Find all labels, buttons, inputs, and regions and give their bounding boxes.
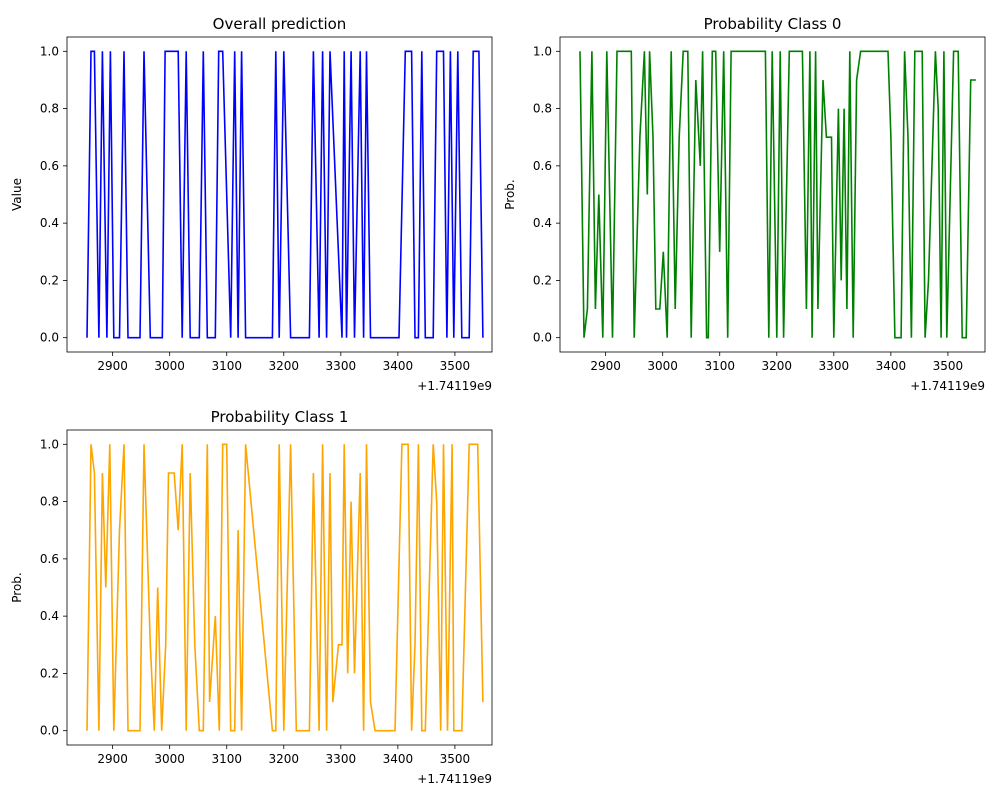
plot-title: Probability Class 1 <box>211 408 349 426</box>
y-tick-label: 1.0 <box>40 44 59 58</box>
subplot-probability-class-0: Probability Class 0 Prob. +1.74119e9 290… <box>503 15 986 393</box>
y-tick-label: 0.8 <box>533 102 552 116</box>
x-tick-label: 3000 <box>647 359 678 373</box>
x-tick-label: 3400 <box>383 359 414 373</box>
y-tick-label: 0.6 <box>40 552 59 566</box>
y-axis-label: Value <box>10 178 24 211</box>
plot-frame <box>66 429 493 746</box>
x-tick-label: 3000 <box>154 359 185 373</box>
x-tick-label: 3400 <box>383 752 414 766</box>
x-tick-label: 2900 <box>97 752 128 766</box>
axis-ticks: 2900 3000 3100 3200 3300 3400 3500 0.0 0.2 0.4 0.6… <box>40 437 470 766</box>
axis-ticks: 2900 3000 3100 3200 3300 3400 3500 0.0 0.2 0.4 0.6… <box>533 44 963 373</box>
plot-frame <box>66 36 493 353</box>
y-tick-label: 0.0 <box>533 331 552 345</box>
y-tick-label: 0.0 <box>40 331 59 345</box>
y-tick-label: 0.4 <box>533 216 552 230</box>
subplot-overall-prediction: Overall prediction Value +1.74119e9 2900… <box>10 15 493 393</box>
x-tick-label: 3300 <box>326 359 357 373</box>
x-offset-label: +1.74119e9 <box>910 379 985 393</box>
y-tick-label: 1.0 <box>40 437 59 451</box>
x-tick-label: 3200 <box>269 752 300 766</box>
x-tick-label: 3200 <box>762 359 793 373</box>
y-tick-label: 0.0 <box>40 724 59 738</box>
series-line <box>579 50 976 339</box>
y-tick-label: 0.8 <box>40 102 59 116</box>
x-tick-label: 3500 <box>440 359 471 373</box>
y-tick-label: 0.2 <box>533 273 552 287</box>
y-axis-label: Prob. <box>10 572 24 602</box>
y-tick-label: 0.2 <box>40 273 59 287</box>
axis-ticks: 2900 3000 3100 3200 3300 3400 3500 0.0 0.2 0.4 0.6… <box>40 44 470 373</box>
y-tick-label: 0.4 <box>40 609 59 623</box>
y-tick-label: 0.6 <box>40 159 59 173</box>
series-line <box>86 443 484 732</box>
x-offset-label: +1.74119e9 <box>417 379 492 393</box>
plot-title: Overall prediction <box>213 15 347 33</box>
subplot-probability-class-1: Probability Class 1 Prob. +1.74119e9 290… <box>10 408 493 786</box>
x-tick-label: 3200 <box>269 359 300 373</box>
x-tick-label: 3300 <box>326 752 357 766</box>
x-tick-label: 2900 <box>97 359 128 373</box>
y-tick-label: 0.6 <box>533 159 552 173</box>
y-tick-label: 1.0 <box>533 44 552 58</box>
x-tick-label: 3100 <box>211 359 242 373</box>
x-tick-label: 2900 <box>590 359 621 373</box>
series-line <box>86 50 484 339</box>
x-tick-label: 3500 <box>933 359 964 373</box>
y-tick-label: 0.2 <box>40 666 59 680</box>
plot-title: Probability Class 0 <box>704 15 842 33</box>
x-offset-label: +1.74119e9 <box>417 772 492 786</box>
x-tick-label: 3000 <box>154 752 185 766</box>
x-tick-label: 3300 <box>819 359 850 373</box>
x-tick-label: 3100 <box>211 752 242 766</box>
y-tick-label: 0.8 <box>40 495 59 509</box>
x-tick-label: 3400 <box>876 359 907 373</box>
x-tick-label: 3100 <box>704 359 735 373</box>
x-tick-label: 3500 <box>440 752 471 766</box>
plot-frame <box>559 36 986 353</box>
y-axis-label: Prob. <box>503 179 517 209</box>
y-tick-label: 0.4 <box>40 216 59 230</box>
